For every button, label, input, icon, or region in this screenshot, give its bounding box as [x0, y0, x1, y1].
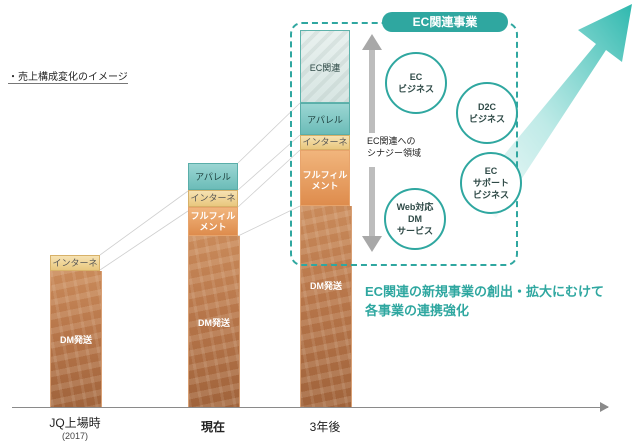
bar-future-fulfill-line1: フルフィル [302, 170, 348, 180]
circle-d2c-business: D2C ビジネス [456, 82, 518, 144]
arrow-up-icon [362, 34, 382, 50]
headline-line1: EC関連の新規事業の創出・拡大にむけて [365, 284, 605, 299]
circle-ec-support-business: EC サポート ビジネス [460, 152, 522, 214]
caption: ・売上構成変化のイメージ [8, 72, 128, 83]
connector-lines [99, 102, 301, 271]
bar-now-dm: DM発送 [188, 236, 240, 407]
headline-line2: 各事業の連携強化 [365, 303, 470, 318]
caption-underline [8, 83, 128, 84]
synergy-label: EC関連への シナジー領域 [364, 133, 436, 167]
x-sublabel-jq: (2017) [61, 431, 88, 441]
ec-business-title: EC関連事業 [382, 12, 508, 32]
bar-future-fulfill: フルフィル メント [300, 150, 350, 206]
bar-future-apparel: アパレル [300, 103, 350, 135]
bar-future-dm: DM発送 [300, 206, 352, 407]
arrow-down-icon [362, 236, 382, 252]
bar-future-ec-label: EC関連 [309, 63, 341, 73]
bar-now-internet: インターネット [188, 190, 238, 218]
bar-jq-dm: DM発送 [50, 271, 102, 407]
headline: EC関連の新規事業の創出・拡大にむけて 各事業の連携強化 [365, 282, 637, 320]
bar-jq-dm-label: DM発送 [60, 335, 92, 345]
circle-web-dm-service: Web対応 DM サービス [384, 188, 446, 250]
x-label-jq: JQ上場時 [49, 416, 101, 430]
synergy-label-line1: EC関連への [367, 136, 416, 146]
bar-now-dm-label: DM発送 [198, 318, 230, 328]
bar-now-fulfill-line2: メント [199, 222, 227, 232]
x-axis [12, 407, 608, 408]
bar-future-fulfill-line2: メント [311, 181, 339, 191]
bar-future-dm-label: DM発送 [310, 281, 342, 291]
x-label-future: 3年後 [309, 420, 341, 434]
x-label-now: 現在 [200, 420, 225, 434]
circle-ec-business: EC ビジネス [385, 52, 447, 114]
bar-now-fulfill-line1: フルフィル [190, 211, 236, 221]
bar-now-fulfill: フルフィル メント [188, 207, 238, 236]
bar-now-apparel: アパレル [188, 163, 238, 190]
x-axis-arrow-icon [600, 402, 609, 412]
synergy-label-line2: シナジー領域 [367, 148, 422, 158]
bar-future-ec: EC関連 [300, 30, 350, 103]
bar-jq-internet: インターネット [50, 255, 100, 282]
